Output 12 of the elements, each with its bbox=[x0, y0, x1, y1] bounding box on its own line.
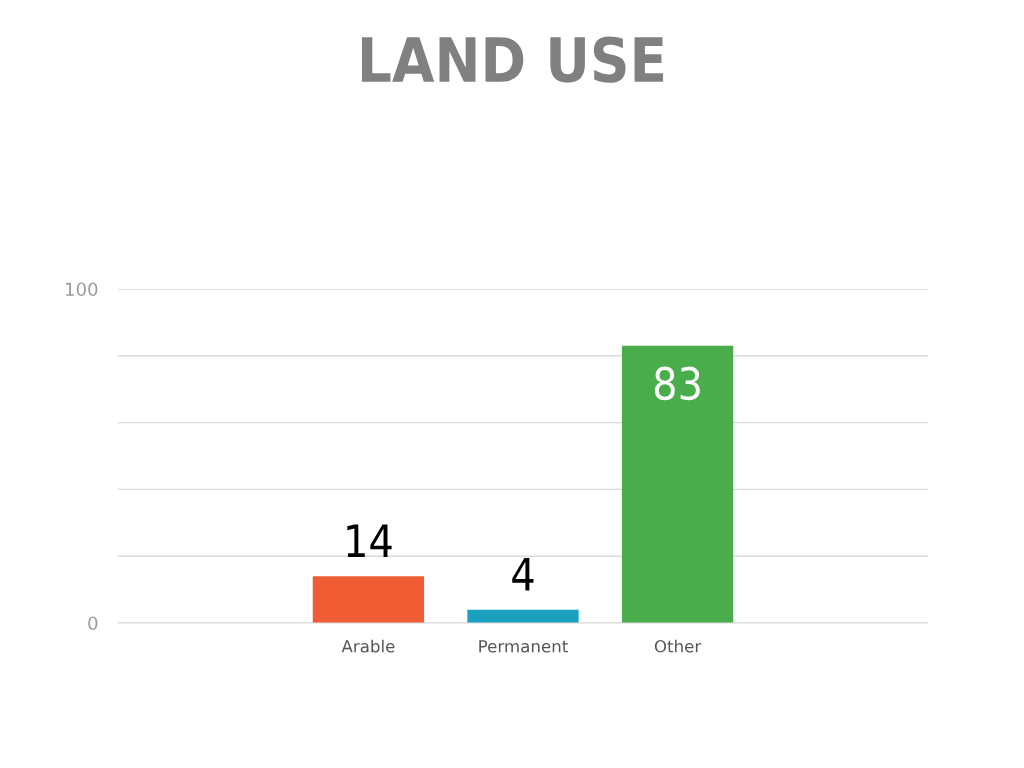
bar bbox=[312, 576, 425, 623]
data-label: 14 bbox=[347, 524, 392, 557]
chart-title: LAND USE bbox=[361, 36, 664, 83]
x-tick-label: Permanent bbox=[479, 640, 568, 653]
y-tick-label: 0 bbox=[88, 616, 98, 631]
data-label: 4 bbox=[512, 557, 534, 591]
x-tick-label: Arable bbox=[341, 639, 395, 653]
data-label: 83 bbox=[654, 366, 700, 401]
bar bbox=[467, 609, 579, 623]
y-tick-label: 100 bbox=[66, 282, 98, 297]
x-tick-label: Other bbox=[654, 639, 702, 653]
bar bbox=[621, 345, 734, 623]
